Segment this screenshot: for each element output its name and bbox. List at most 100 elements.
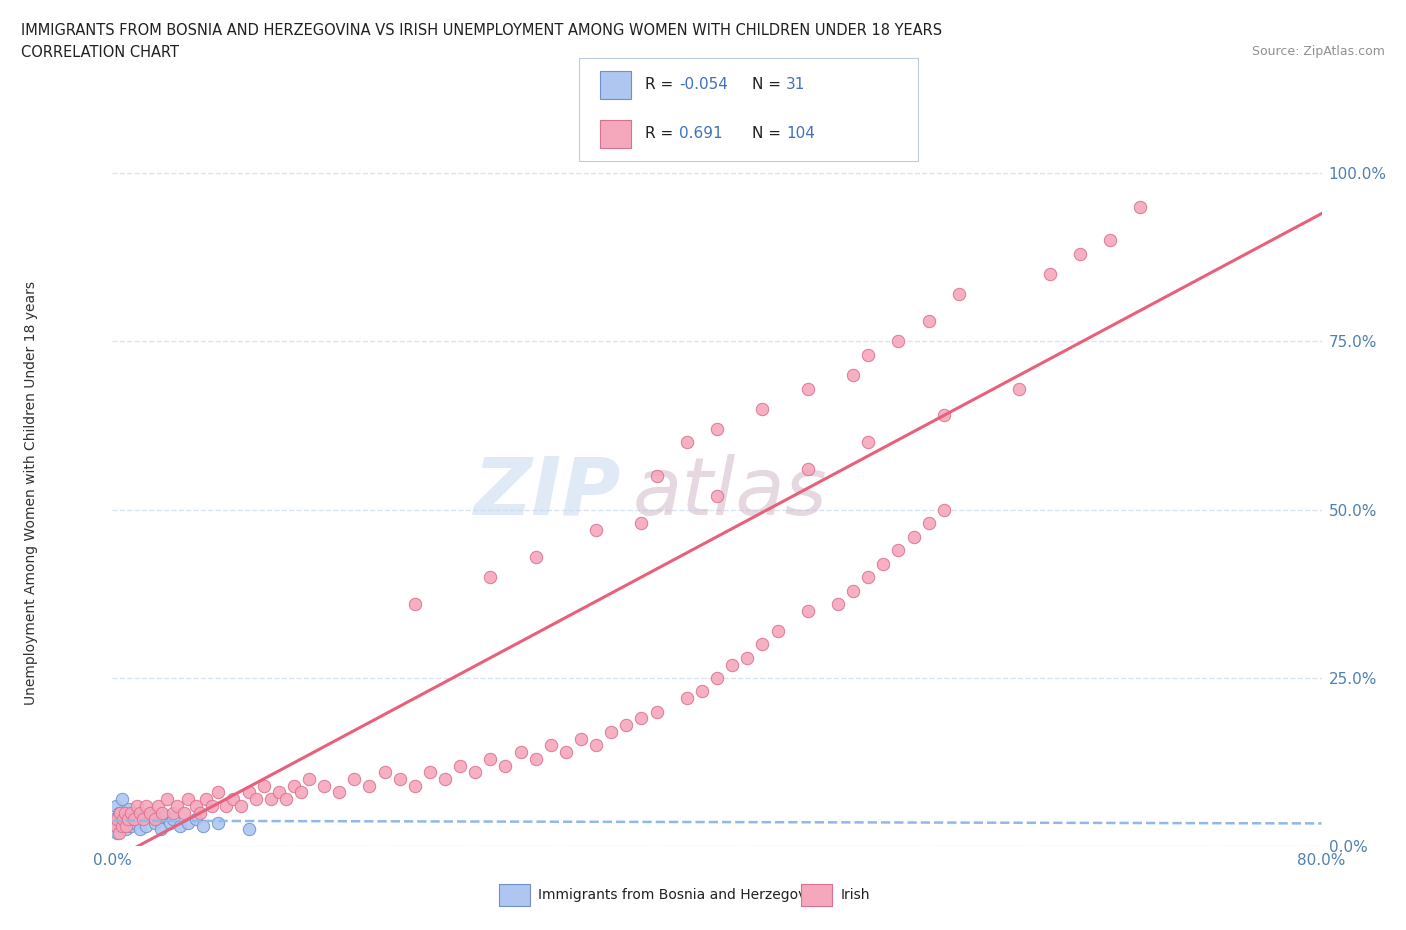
Text: R =: R =	[645, 77, 679, 92]
Point	[842, 583, 865, 598]
Point	[173, 805, 195, 820]
Point	[112, 812, 135, 827]
Point	[706, 489, 728, 504]
Point	[903, 529, 925, 544]
Text: CORRELATION CHART: CORRELATION CHART	[21, 45, 179, 60]
Point	[706, 421, 728, 436]
Point	[918, 313, 941, 328]
Point	[1098, 233, 1121, 248]
Point	[191, 818, 214, 833]
Point	[630, 516, 652, 531]
Point	[159, 816, 181, 830]
Text: 104: 104	[786, 126, 815, 141]
Point	[139, 805, 162, 820]
Point	[112, 812, 135, 827]
Point	[110, 818, 132, 833]
Point	[737, 650, 759, 665]
Point	[856, 569, 880, 584]
Point	[135, 818, 157, 833]
Text: Source: ZipAtlas.com: Source: ZipAtlas.com	[1251, 45, 1385, 58]
Point	[856, 435, 880, 450]
Point	[245, 791, 267, 806]
Point	[359, 778, 381, 793]
Point	[479, 569, 502, 584]
Point	[104, 818, 127, 833]
Point	[177, 816, 200, 830]
Point	[872, 556, 894, 571]
Point	[169, 818, 191, 833]
Point	[188, 805, 211, 820]
Point	[827, 596, 849, 611]
Point	[856, 348, 880, 363]
Point	[616, 718, 638, 733]
Point	[201, 799, 224, 814]
Point	[887, 334, 910, 349]
Point	[449, 758, 471, 773]
Point	[149, 822, 172, 837]
Point	[132, 808, 155, 823]
Point	[207, 785, 229, 800]
Point	[690, 684, 713, 699]
Point	[495, 758, 517, 773]
Point	[177, 791, 200, 806]
Point	[135, 799, 157, 814]
Point	[184, 812, 207, 827]
Point	[796, 604, 818, 618]
Point	[184, 799, 207, 814]
Point	[207, 816, 229, 830]
Point	[600, 724, 623, 739]
Point	[585, 737, 607, 752]
Point	[125, 812, 148, 827]
Point	[630, 711, 652, 725]
Point	[948, 286, 970, 301]
Text: N =: N =	[752, 126, 782, 141]
Point	[1069, 246, 1091, 261]
Text: 0.691: 0.691	[679, 126, 723, 141]
Point	[569, 731, 592, 746]
Point	[766, 623, 789, 638]
Point	[842, 367, 865, 382]
Point	[166, 799, 188, 814]
Point	[464, 764, 486, 779]
Point	[706, 671, 728, 685]
Point	[146, 799, 169, 814]
Text: IMMIGRANTS FROM BOSNIA AND HERZEGOVINA VS IRISH UNEMPLOYMENT AMONG WOMEN WITH CH: IMMIGRANTS FROM BOSNIA AND HERZEGOVINA V…	[21, 23, 942, 38]
Point	[238, 822, 260, 837]
Point	[509, 745, 531, 760]
Point	[540, 737, 562, 752]
Point	[122, 812, 145, 827]
Point	[103, 812, 125, 827]
Point	[1038, 267, 1062, 282]
Point	[932, 408, 955, 423]
Point	[721, 658, 744, 672]
Point	[554, 745, 576, 760]
Point	[110, 791, 132, 806]
Point	[118, 802, 141, 817]
Point	[404, 778, 426, 793]
Point	[146, 812, 169, 827]
Point	[124, 816, 146, 830]
Point	[105, 826, 128, 841]
Point	[918, 516, 941, 531]
Point	[283, 778, 305, 793]
Point	[215, 799, 238, 814]
Point	[128, 822, 150, 837]
Text: ZIP: ZIP	[472, 454, 620, 532]
Point	[298, 772, 321, 787]
Point	[117, 812, 139, 827]
Point	[524, 550, 547, 565]
Point	[675, 435, 697, 450]
Text: Unemployment Among Women with Children Under 18 years: Unemployment Among Women with Children U…	[24, 281, 38, 705]
Point	[887, 543, 910, 558]
Text: -0.054: -0.054	[679, 77, 728, 92]
Text: Immigrants from Bosnia and Herzegovina: Immigrants from Bosnia and Herzegovina	[538, 887, 828, 902]
Point	[195, 791, 218, 806]
Point	[121, 805, 143, 820]
Point	[1129, 199, 1152, 214]
Point	[105, 812, 128, 827]
Point	[114, 816, 136, 830]
Point	[132, 812, 155, 827]
Point	[328, 785, 350, 800]
Point	[1008, 381, 1031, 396]
Point	[114, 805, 136, 820]
